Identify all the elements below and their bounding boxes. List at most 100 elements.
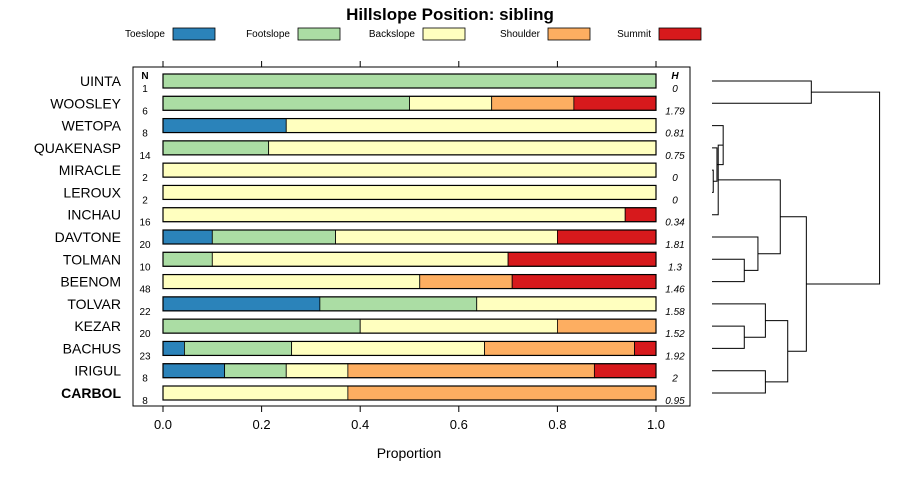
bar-segment-kezar-shoulder [557, 318, 657, 334]
dendrogram-branch-5 [712, 258, 745, 283]
bar-segment-kezar-footslope [162, 318, 361, 334]
row-h-leroux: 0 [672, 195, 678, 206]
chart-title: Hillslope Position: sibling [346, 5, 554, 24]
row-label-miracle: MIRACLE [59, 162, 121, 178]
row-label-wetopa: WETOPA [62, 118, 122, 134]
row-label-tolman: TOLMAN [63, 251, 121, 267]
legend-swatch-toeslope [172, 27, 216, 41]
bar-segment-irigul-summit [593, 363, 657, 379]
legend: Toeslope Footslope Backslope Shoulder Summit [125, 27, 702, 41]
row-h-woosley: 1.79 [665, 106, 685, 117]
bar-outline-inchau [162, 207, 657, 223]
dendrogram-branch-13 [780, 216, 807, 352]
bar-row-tolman: TOLMAN 10 1.3 [63, 251, 682, 273]
bar-row-carbol: CARBOL 8 0.95 [61, 385, 685, 407]
row-n-uinta: 1 [142, 84, 148, 95]
row-h-irigul: 2 [671, 374, 678, 385]
bar-segment-bachus-summit [634, 341, 657, 356]
row-h-inchau: 0.34 [665, 218, 685, 229]
bar-segment-wetopa-backslope [285, 118, 657, 133]
row-label-davtone: DAVTONE [55, 229, 121, 245]
bar-row-davtone: DAVTONE 20 1.81 [55, 229, 685, 251]
x-tick-label: 0.2 [253, 417, 271, 432]
row-h-tolvar: 1.58 [665, 307, 685, 318]
bar-outline-irigul [162, 363, 657, 379]
legend-swatch-shoulder [547, 27, 591, 41]
bar-outline-miracle [162, 162, 657, 178]
row-label-quakenasp: QUAKENASP [34, 140, 121, 156]
bar-segment-bachus-footslope [184, 341, 293, 356]
row-label-tolvar: TOLVAR [67, 296, 121, 312]
dendrogram-branch-6 [712, 236, 759, 271]
bar-segment-tolman-backslope [211, 251, 509, 267]
bar-segment-miracle-backslope [162, 162, 657, 178]
x-tick-label: 0.0 [154, 417, 172, 432]
bar-segment-carbol-backslope [162, 385, 349, 401]
bar-row-kezar: KEZAR 20 1.52 [74, 318, 685, 340]
bar-segment-quakenasp-backslope [268, 140, 657, 156]
row-h-miracle: 0 [672, 173, 678, 184]
bar-segment-inchau-summit [624, 207, 657, 223]
bar-segment-davtone-footslope [211, 229, 336, 245]
row-n-miracle: 2 [142, 173, 148, 184]
n-column-header: N [141, 71, 148, 82]
row-label-carbol: CARBOL [61, 385, 121, 401]
bar-segment-irigul-shoulder [347, 363, 595, 379]
row-label-leroux: LEROUX [63, 184, 121, 200]
bar-segment-kezar-backslope [359, 318, 558, 334]
dendrogram-branch-9 [712, 303, 766, 338]
row-n-davtone: 20 [139, 240, 151, 251]
row-h-uinta: 0 [672, 84, 678, 95]
row-label-uinta: UINTA [80, 73, 122, 89]
row-n-tolman: 10 [139, 262, 151, 273]
bar-segment-irigul-backslope [285, 363, 349, 379]
bar-segment-davtone-summit [557, 229, 657, 245]
row-n-beenom: 48 [139, 285, 151, 296]
bar-segment-tolvar-toeslope [162, 296, 321, 312]
legend-label-footslope: Footslope [246, 29, 290, 40]
bar-outline-wetopa [162, 117, 657, 134]
legend-label-toeslope: Toeslope [125, 29, 165, 40]
bar-outline-beenom [162, 273, 657, 290]
bar-outline-kezar [162, 318, 657, 334]
bar-outline-woosley [162, 95, 657, 111]
row-h-carbol: 0.95 [665, 396, 685, 407]
x-axis-label: Proportion [377, 445, 442, 461]
plot-frame [132, 66, 691, 407]
dendrogram-branch-11 [765, 320, 789, 383]
row-n-kezar: 20 [139, 329, 151, 340]
bar-segment-carbol-shoulder [347, 385, 657, 401]
row-label-woosley: WOOSLEY [50, 95, 121, 111]
bar-row-leroux: LEROUX 2 0 [63, 184, 678, 206]
row-h-wetopa: 0.81 [665, 129, 684, 140]
bar-row-bachus: BACHUS 23 1.92 [63, 340, 686, 362]
x-tick-label: 1.0 [647, 417, 665, 432]
bar-row-woosley: WOOSLEY 6 1.79 [50, 95, 685, 117]
bar-outline-bachus [162, 340, 657, 357]
bar-segment-tolvar-backslope [476, 296, 657, 312]
row-n-inchau: 16 [139, 218, 151, 229]
legend-label-backslope: Backslope [369, 29, 416, 40]
bar-segment-woosley-summit [573, 95, 657, 111]
legend-label-summit: Summit [617, 29, 651, 40]
dendrogram-branch-10 [712, 370, 766, 394]
bar-outline-davtone [162, 229, 657, 245]
row-label-beenom: BEENOM [60, 274, 121, 290]
x-tick-label: 0.6 [450, 417, 468, 432]
x-tick-label: 0.4 [351, 417, 369, 432]
bar-segment-inchau-backslope [162, 207, 626, 223]
row-label-bachus: BACHUS [63, 340, 121, 356]
row-n-bachus: 23 [139, 351, 151, 362]
bar-segment-davtone-toeslope [162, 229, 213, 245]
bar-segment-tolvar-footslope [319, 296, 478, 312]
bar-segment-bachus-toeslope [162, 341, 185, 356]
bar-row-uinta: UINTA 1 0 [80, 73, 678, 95]
row-n-irigul: 8 [142, 374, 148, 385]
dendrogram-branch-14 [806, 91, 881, 285]
bar-segment-wetopa-toeslope [162, 118, 287, 133]
dendrogram [712, 80, 881, 394]
row-n-quakenasp: 14 [139, 151, 151, 162]
bar-segment-tolman-summit [507, 251, 657, 267]
row-n-wetopa: 8 [142, 129, 148, 140]
